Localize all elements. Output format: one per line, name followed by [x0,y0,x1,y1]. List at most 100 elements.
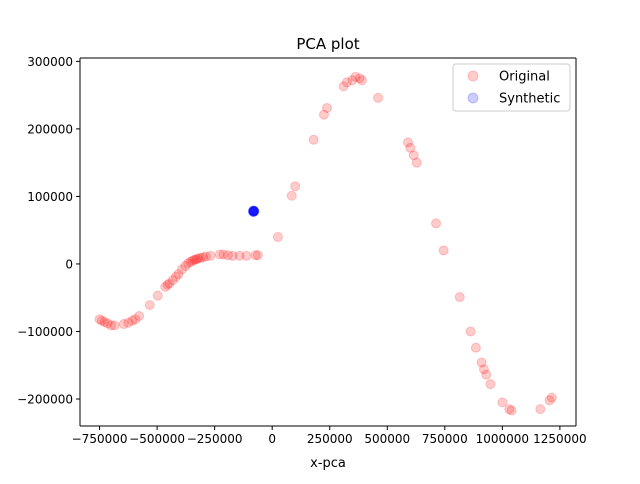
data-point-original [478,364,489,375]
data-point-original [250,250,261,261]
data-point-original [504,404,515,415]
data-point-original [102,318,113,329]
data-point-original [118,319,129,330]
data-point-original [470,342,481,353]
y-tick-label: −200000 [17,392,73,406]
data-point-original [167,275,178,286]
axes-frame [79,57,577,427]
data-point-original [402,137,413,148]
data-point-original [411,157,422,168]
data-point-synthetic [248,205,259,216]
data-point-original [191,254,202,265]
data-point-synthetic [248,205,259,216]
data-point-original [241,250,252,261]
data-point-synthetic [249,206,260,217]
y-axis-ticks: −200000 −100000 0 100000 200000 300000 [17,55,80,406]
data-point-original [130,314,141,325]
data-point-original [354,73,365,84]
y-tick-label: −100000 [17,325,73,339]
data-point-original [189,254,200,265]
data-point-original [506,405,517,416]
legend-marker-synthetic [467,92,479,104]
data-point-original [227,250,238,261]
data-point-original [465,326,476,337]
data-point-original [321,102,332,113]
y-tick-label: 100000 [27,190,73,204]
data-point-original [214,249,225,260]
data-point-original [373,92,384,103]
data-point-original [195,252,206,263]
x-tick-label: 750000 [422,432,468,446]
data-point-original [252,250,263,261]
data-point-original [180,260,191,271]
data-point-original [476,357,487,368]
y-tick-label: 300000 [27,55,73,69]
data-point-original [272,231,283,242]
legend: Original Synthetic [452,63,571,112]
data-point-original [308,134,319,145]
data-point-original [144,300,155,311]
legend-label-synthetic: Synthetic [499,92,560,107]
data-point-original [356,75,367,86]
y-tick-label: 200000 [27,122,73,136]
data-point-original [347,75,358,86]
legend-marker-original [467,70,479,82]
data-point-synthetic [248,205,259,216]
data-point-original [123,317,134,328]
data-point-original [431,218,442,229]
data-point-original [193,253,204,264]
data-point-original [99,317,110,328]
data-point-original [94,314,105,325]
data-point-original [134,310,145,321]
data-point-original [176,264,187,275]
data-point-original [535,404,546,415]
x-tick-label: −500000 [129,432,185,446]
x-axis-ticks: −750000 −500000 −250000 0 250000 500000 750000… [72,426,587,446]
x-tick-label: 250000 [307,432,353,446]
data-point-original [200,251,211,262]
data-point-original [408,150,419,161]
data-point-original [106,320,117,331]
data-point-original [234,250,245,261]
data-point-original [481,369,492,380]
data-point-original [152,290,163,301]
data-point-original [497,397,508,408]
data-point-original [127,315,138,326]
data-point-original [185,256,196,267]
legend-box [452,63,571,112]
data-point-original [546,392,557,403]
data-point-original [173,269,184,280]
series-original [94,71,557,416]
data-point-original [205,250,216,261]
y-tick-label: 0 [65,257,73,271]
x-tick-label: 0 [268,432,276,446]
data-point-original [187,255,198,266]
data-point-synthetic [249,205,259,216]
data-point-original [454,292,465,303]
data-point-original [350,71,361,82]
x-tick-label: −250000 [187,432,243,446]
data-point-original [164,278,175,289]
points-layer [94,71,557,416]
data-point-original [438,245,449,256]
data-point-synthetic [248,206,259,217]
data-point-synthetic [249,206,260,217]
chart-title: PCA plot [296,35,359,53]
data-point-synthetic [247,206,258,217]
data-point-original [96,315,107,326]
data-point-original [341,77,352,88]
x-tick-label: 1250000 [533,432,586,446]
x-tick-label: 1000000 [476,432,529,446]
data-point-original [162,279,173,290]
data-point-original [198,252,209,263]
data-point-original [485,379,496,390]
data-point-original [290,181,301,192]
series-synthetic [247,205,260,217]
data-point-original [183,258,194,269]
data-point-original [160,281,171,292]
data-point-original [170,271,181,282]
x-tick-label: −750000 [72,432,128,446]
data-point-original [218,249,229,260]
